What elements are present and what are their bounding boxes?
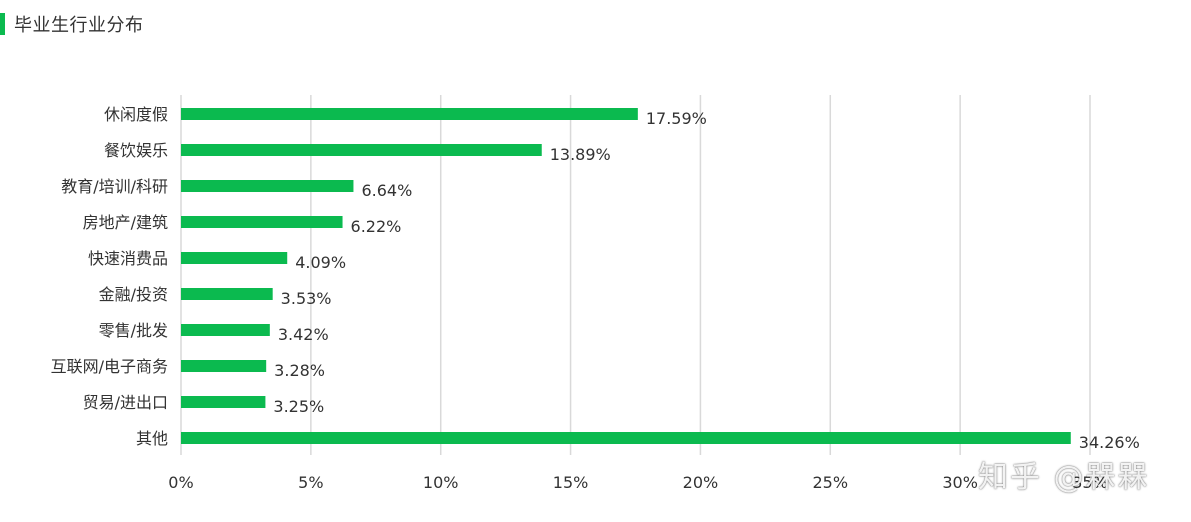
category-label: 互联网/电子商务 — [51, 357, 168, 376]
bar — [181, 216, 343, 228]
data-label: 6.22% — [351, 217, 402, 236]
x-tick-label: 10% — [423, 473, 459, 492]
data-label: 3.28% — [274, 361, 325, 380]
chart-title-bar: 毕业生行业分布 — [0, 12, 144, 36]
x-tick-label: 30% — [942, 473, 978, 492]
category-label: 餐饮娱乐 — [104, 141, 168, 160]
data-label: 17.59% — [646, 109, 707, 128]
data-label: 3.25% — [273, 397, 324, 416]
page-title: 毕业生行业分布 — [14, 15, 144, 36]
data-label: 34.26% — [1079, 433, 1140, 452]
category-label: 教育/培训/科研 — [61, 177, 168, 196]
category-label: 休闲度假 — [104, 105, 168, 124]
category-label: 金融/投资 — [99, 285, 168, 304]
data-label: 13.89% — [550, 145, 611, 164]
x-tick-label: 5% — [298, 473, 323, 492]
bar — [181, 396, 266, 408]
category-label: 其他 — [136, 429, 168, 448]
data-label: 3.53% — [281, 289, 332, 308]
bar — [181, 432, 1071, 444]
bar — [181, 108, 638, 120]
bar — [181, 252, 288, 264]
data-label: 6.64% — [361, 181, 412, 200]
bar — [181, 324, 270, 336]
category-label: 零售/批发 — [99, 321, 168, 340]
bar — [181, 288, 273, 300]
watermark: 知乎 @槑槑 — [978, 460, 1150, 495]
category-label: 快速消费品 — [88, 249, 168, 268]
category-label: 房地产/建筑 — [83, 213, 168, 232]
x-tick-label: 25% — [813, 473, 849, 492]
category-label: 贸易/进出口 — [83, 393, 168, 412]
bar — [181, 180, 354, 192]
bar — [181, 360, 267, 372]
data-label: 4.09% — [295, 253, 346, 272]
x-tick-label: 15% — [553, 473, 589, 492]
data-label: 3.42% — [278, 325, 329, 344]
x-tick-label: 20% — [683, 473, 719, 492]
x-tick-label: 35% — [1072, 473, 1108, 492]
x-tick-label: 0% — [168, 473, 193, 492]
bar — [181, 144, 542, 156]
title-accent-bar — [0, 13, 5, 35]
